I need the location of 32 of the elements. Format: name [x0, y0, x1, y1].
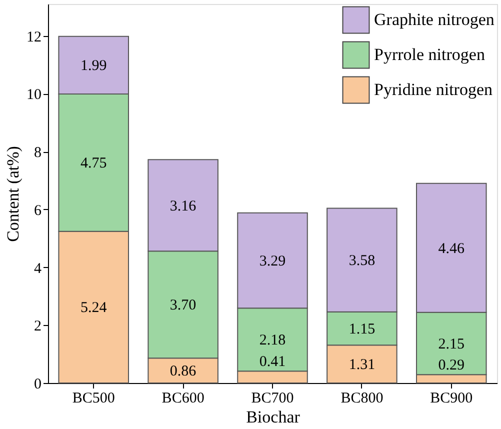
legend-label: Pyrrole nitrogen: [374, 45, 486, 64]
y-tick-label: 6: [34, 202, 42, 219]
data-label: 5.24: [80, 300, 108, 316]
data-label: 0.86: [170, 364, 197, 380]
data-label: 4.46: [438, 240, 466, 257]
x-tick-label: BC600: [162, 390, 204, 406]
legend-label: Pyridine nitrogen: [374, 80, 494, 99]
y-tick-label: 2: [34, 318, 42, 335]
y-tick-label: 8: [34, 145, 42, 162]
data-label: 1.15: [348, 321, 376, 338]
x-tick-label: BC700: [251, 390, 294, 406]
data-label: 2.18: [259, 332, 286, 349]
y-tick-label: 12: [26, 29, 42, 46]
x-tick-label: BC500: [72, 390, 115, 406]
legend-label: Graphite nitrogen: [374, 10, 495, 29]
data-label: 3.70: [170, 298, 196, 314]
x-tick-label: BC900: [430, 390, 473, 406]
data-label: 0.41: [259, 354, 286, 370]
data-label: 2.15: [438, 336, 465, 353]
data-label: 4.75: [80, 156, 107, 172]
data-label: 0.29: [438, 358, 465, 374]
x-axis-title: Biochar: [246, 408, 300, 426]
data-label: 3.58: [348, 253, 376, 270]
x-tick-label: BC800: [340, 390, 384, 406]
data-label: 1.99: [80, 58, 107, 74]
y-tick-label: 4: [34, 260, 42, 277]
data-label: 3.16: [170, 198, 197, 214]
data-label: 1.31: [348, 357, 376, 374]
y-tick-label: 10: [26, 87, 42, 104]
data-label: 3.29: [259, 253, 286, 270]
y-tick-label: 0: [34, 376, 42, 392]
y-axis-title: Content (at%): [4, 146, 22, 242]
